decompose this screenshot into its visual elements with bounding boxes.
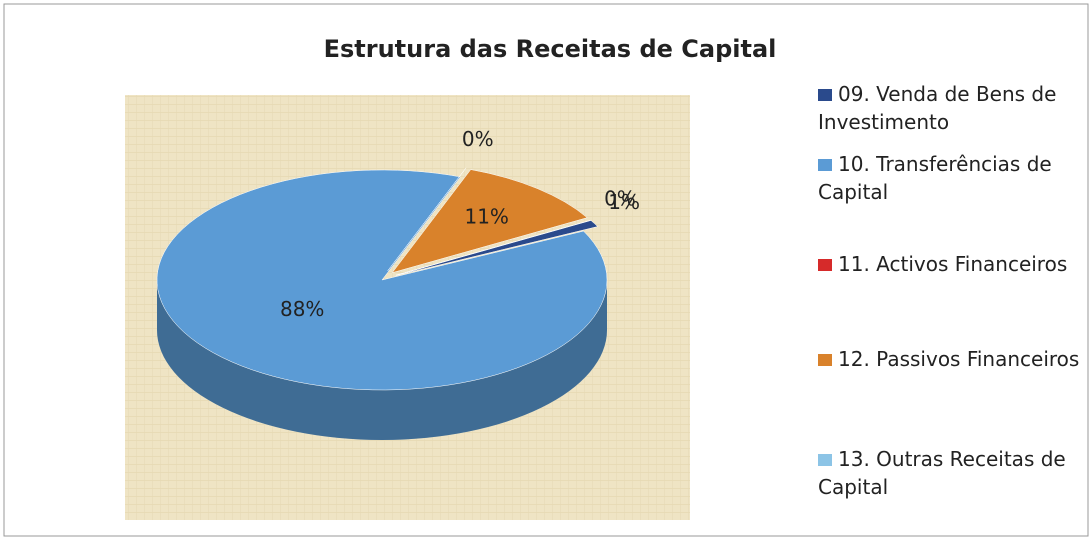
legend-item: 09. Venda de Bens de Investimento	[818, 80, 1088, 136]
pie: 1% 88% 0% 11% 0%	[156, 127, 640, 440]
chart-title: Estrutura das Receitas de Capital	[324, 35, 777, 63]
legend-label: 11. Activos Financeiros	[838, 252, 1068, 276]
legend-item: 10. Transferências de Capital	[818, 150, 1088, 206]
data-label: 11%	[464, 205, 508, 229]
data-label: 1%	[608, 190, 640, 214]
data-label: 0%	[462, 127, 494, 151]
legend-swatch	[818, 454, 832, 466]
legend-swatch	[818, 259, 832, 271]
pie-slice	[396, 220, 599, 276]
legend-swatch	[818, 89, 832, 101]
legend-swatch	[818, 159, 832, 171]
legend-swatch	[818, 354, 832, 366]
pie-slice	[395, 219, 591, 276]
legend-item: 11. Activos Financeiros	[818, 250, 1088, 278]
legend-label: 12. Passivos Financeiros	[838, 347, 1080, 371]
legend-item: 12. Passivos Financeiros	[818, 345, 1088, 373]
data-label: 88%	[280, 297, 324, 321]
pie-slice	[391, 169, 588, 274]
side-shade	[157, 280, 607, 440]
legend-label: 09. Venda de Bens de Investimento	[818, 82, 1057, 134]
legend-item: 13. Outras Receitas de Capital	[818, 445, 1088, 501]
data-label: 0%	[604, 186, 636, 210]
pie-slice	[156, 169, 608, 391]
legend-label: 13. Outras Receitas de Capital	[818, 447, 1066, 499]
frame	[3, 3, 1089, 537]
legend-label: 10. Transferências de Capital	[818, 152, 1052, 204]
pie-slice-side	[157, 280, 607, 440]
